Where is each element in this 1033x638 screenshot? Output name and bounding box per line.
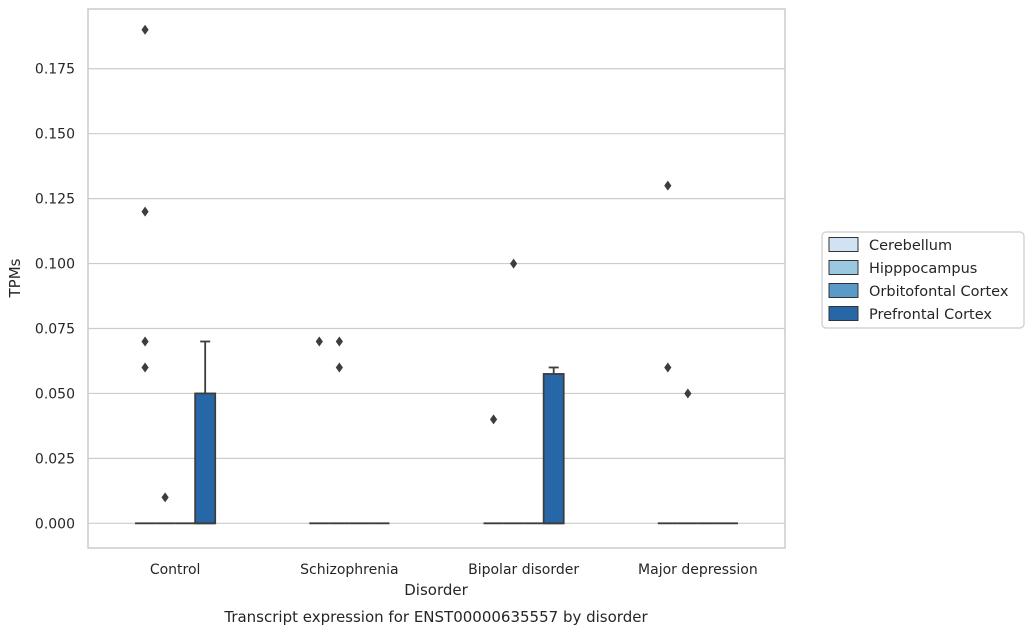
y-tick-label: 0.100 xyxy=(35,257,75,273)
legend-label: Orbitofontal Cortex xyxy=(869,284,1009,300)
x-tick-label: Bipolar disorder xyxy=(468,562,579,578)
box-iqr xyxy=(542,373,565,525)
box-cerebellum xyxy=(309,336,330,525)
outlier-point xyxy=(489,414,498,425)
box-hipppocampus xyxy=(503,258,524,525)
legend-swatch xyxy=(828,306,859,321)
y-tick-label: 0.075 xyxy=(35,322,75,338)
y-axis-ticks: 0.000 0.025 0.050 0.075 0.100 0.125 0.150 0.175 xyxy=(35,62,75,533)
outlier-point xyxy=(141,206,149,217)
box-hipppocampus xyxy=(677,388,698,525)
y-axis-label: TPMs xyxy=(6,258,24,298)
box-cerebellum xyxy=(135,24,156,525)
x-axis-ticks: Control Schizophrenia Bipolar disorder Majo… xyxy=(150,562,758,578)
box-prefrontal-cortex xyxy=(194,340,217,525)
plot-marks xyxy=(135,24,738,525)
legend-frame xyxy=(821,231,1025,329)
y-tick-label: 0.000 xyxy=(35,516,75,532)
box-hipppocampus xyxy=(329,336,350,525)
x-tick-label: Schizophrenia xyxy=(300,562,398,578)
chart-caption: Transcript expression for ENST0000063555… xyxy=(223,608,648,626)
legend-swatch xyxy=(828,260,859,275)
gridlines xyxy=(88,68,785,524)
box-cerebellum xyxy=(657,180,678,525)
legend-swatch xyxy=(828,237,859,252)
plot-frame xyxy=(87,8,786,549)
box-prefrontal-cortex xyxy=(542,366,565,525)
legend: Cerebellum Hipppocampus Orbitofontal Corte… xyxy=(821,231,1025,329)
x-tick-label: Control xyxy=(150,562,201,578)
legend-label: Hipppocampus xyxy=(869,261,977,277)
outlier-point xyxy=(664,362,672,373)
y-tick-label: 0.050 xyxy=(35,386,75,402)
outlier-point xyxy=(335,362,343,373)
outlier-point xyxy=(664,180,672,191)
legend-label: Prefrontal Cortex xyxy=(869,307,992,323)
outlier-point xyxy=(510,258,518,269)
outlier-point xyxy=(141,336,149,347)
x-axis-label: Disorder xyxy=(404,581,468,599)
box-iqr xyxy=(194,392,217,525)
outlier-point xyxy=(684,388,692,399)
outlier-point xyxy=(335,336,343,347)
outlier-point xyxy=(141,362,149,373)
y-tick-label: 0.175 xyxy=(35,62,75,78)
y-tick-label: 0.125 xyxy=(35,192,75,208)
x-tick-label: Major depression xyxy=(638,562,758,578)
outlier-point xyxy=(315,336,323,347)
outlier-point xyxy=(161,492,169,503)
legend-label: Cerebellum xyxy=(869,238,952,254)
box-cerebellum xyxy=(483,414,504,525)
y-tick-label: 0.025 xyxy=(35,451,75,467)
box-hipppocampus xyxy=(155,492,176,525)
legend-swatch xyxy=(828,283,859,298)
outlier-point xyxy=(141,24,149,35)
y-tick-label: 0.150 xyxy=(35,127,75,143)
